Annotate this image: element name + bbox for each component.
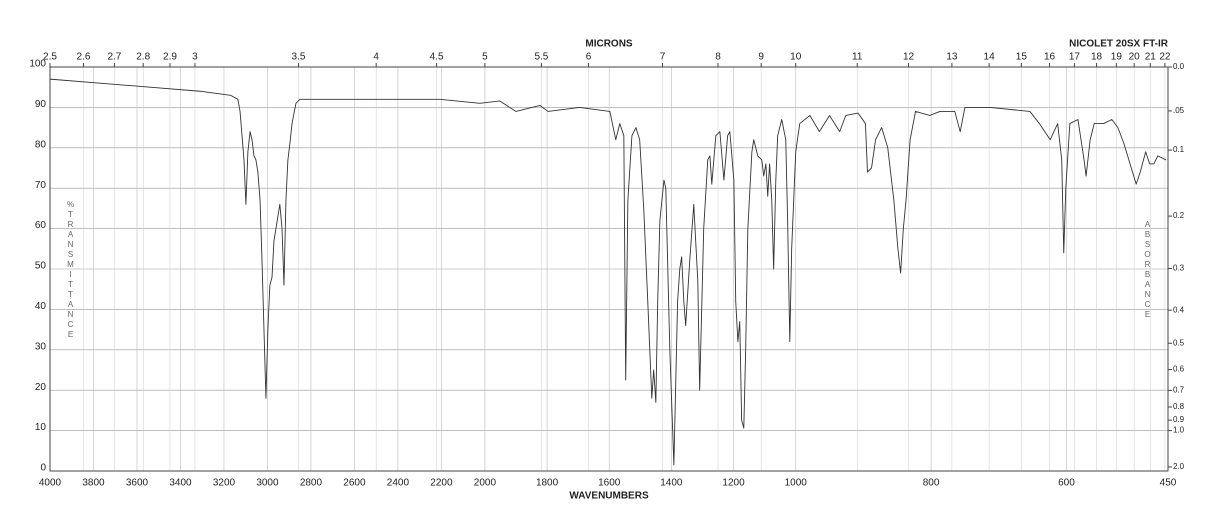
y-tick-label: 80 <box>35 139 47 150</box>
x-tick-label: 1200 <box>722 478 745 489</box>
x2-tick-label: 22 <box>1159 52 1171 63</box>
x-tick-label: 2400 <box>387 478 410 489</box>
y-tick-label: 40 <box>35 301 47 312</box>
y2-tick-label: 0.9 <box>1173 415 1185 424</box>
y-tick-label: 50 <box>35 261 47 272</box>
x-tick-label: 2600 <box>343 478 366 489</box>
x2-tick-label: 2.5 <box>43 52 57 63</box>
x-axis-title: WAVENUMBERS <box>569 491 649 502</box>
y-tick-label: 90 <box>35 99 47 110</box>
x2-tick-label: 5 <box>482 52 488 63</box>
x2-tick-label: 2.9 <box>163 52 177 63</box>
y2-tick-label: 0.2 <box>1173 211 1185 220</box>
y2-tick-label: .05 <box>1173 106 1185 115</box>
y-tick-label: 10 <box>35 422 47 433</box>
chart-title: NICOLET 20SX FT-IR <box>1069 39 1169 50</box>
spectrum-line <box>49 78 1167 466</box>
y2-tick-label: 0.4 <box>1173 305 1185 314</box>
x2-tick-label: 20 <box>1129 52 1141 63</box>
x-tick-label: 3600 <box>126 478 149 489</box>
x2-tick-label: 7 <box>660 52 666 63</box>
x2-tick-label: 4.5 <box>430 52 444 63</box>
x-tick-label: 600 <box>1058 478 1075 489</box>
x2-tick-label: 10 <box>790 52 802 63</box>
y-tick-label: 100 <box>29 59 46 70</box>
y-tick-label: 70 <box>35 180 47 191</box>
y2-tick-label: 0.6 <box>1173 365 1185 374</box>
x-tick-label: 1600 <box>598 478 621 489</box>
y2-tick-label: 0.8 <box>1173 402 1185 411</box>
x2-tick-label: 12 <box>903 52 915 63</box>
x-tick-label: 4000 <box>39 478 62 489</box>
y2-tick-label: 0.7 <box>1173 386 1185 395</box>
x2-tick-label: 9 <box>758 52 764 63</box>
x-tick-label: 3800 <box>82 478 105 489</box>
x2-tick-label: 3.5 <box>292 52 306 63</box>
x2-tick-label: 14 <box>984 52 996 63</box>
plot-frame <box>49 66 1169 472</box>
y-tick-label: 0 <box>40 463 46 474</box>
y2-tick-label: 0.0 <box>1173 62 1185 71</box>
x2-tick-label: 11 <box>852 52 863 63</box>
x2-tick-label: 4 <box>373 52 379 63</box>
x2-tick-label: 21 <box>1145 52 1157 63</box>
y2-axis-title: ABSORBANCE <box>1143 220 1152 320</box>
x-tick-label: 3200 <box>213 478 236 489</box>
y2-tick-label: 0.5 <box>1173 338 1185 347</box>
x2-tick-label: 8 <box>715 52 721 63</box>
y2-tick-label: 0.1 <box>1173 145 1185 154</box>
x-tick-label: 450 <box>1160 478 1177 489</box>
x-tick-label: 3400 <box>169 478 192 489</box>
y-tick-label: 30 <box>35 341 47 352</box>
x-tick-label: 1400 <box>660 478 683 489</box>
x2-tick-label: 18 <box>1091 52 1103 63</box>
x2-tick-label: 2.6 <box>77 52 91 63</box>
y-tick-label: 20 <box>35 382 47 393</box>
x2-tick-label: 19 <box>1111 52 1123 63</box>
x-tick-label: 3000 <box>256 478 279 489</box>
y2-tick-label: 1.0 <box>1173 426 1185 435</box>
x-tick-label: 2000 <box>474 478 497 489</box>
x2-tick-label: 17 <box>1069 52 1081 63</box>
x2-tick-label: 6 <box>586 52 592 63</box>
x2-tick-label: 16 <box>1044 52 1056 63</box>
x2-tick-label: 2.8 <box>136 52 150 63</box>
x-tick-label: 2800 <box>300 478 323 489</box>
x2-tick-label: 3 <box>192 52 198 63</box>
x2-tick-label: 5.5 <box>534 52 548 63</box>
x-tick-label: 800 <box>923 478 940 489</box>
y-axis-title: %TRANSMITTANCE <box>66 200 75 340</box>
y2-tick-label: 0.3 <box>1173 264 1185 273</box>
x-tick-label: 2200 <box>430 478 453 489</box>
y-tick-label: 60 <box>35 220 47 231</box>
x2-tick-label: 2.7 <box>107 52 121 63</box>
x2-tick-label: 15 <box>1016 52 1028 63</box>
x-tick-label: 1000 <box>785 478 808 489</box>
x2-tick-label: 13 <box>946 52 958 63</box>
x-tick-label: 1800 <box>536 478 559 489</box>
x2-axis-title: MICRONS <box>585 39 633 50</box>
y2-tick-label: 2.0 <box>1173 462 1185 471</box>
